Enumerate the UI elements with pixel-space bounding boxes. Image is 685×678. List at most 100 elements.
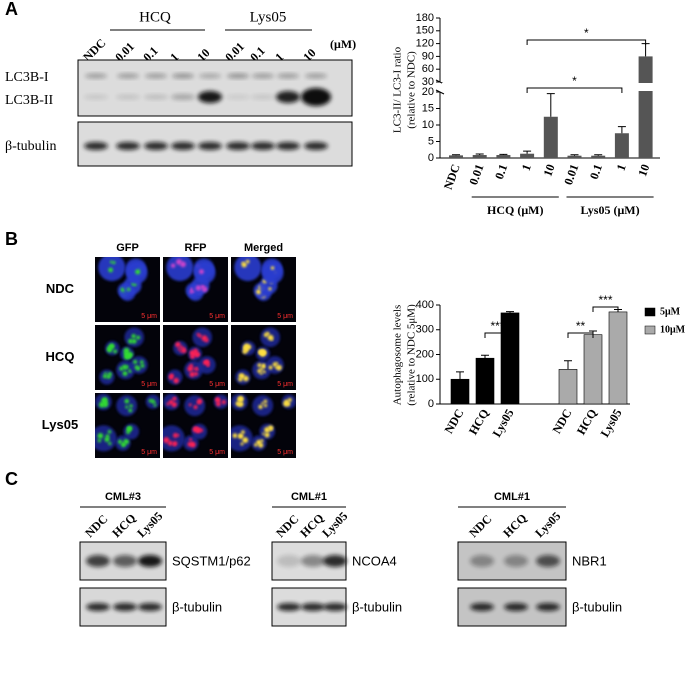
x-tick-label: 0.01 xyxy=(466,162,486,187)
lane-label: Lys05 xyxy=(532,509,563,540)
puncta xyxy=(135,366,141,371)
column-label: RFP xyxy=(185,242,207,254)
puncta xyxy=(125,405,129,409)
puncta xyxy=(173,443,176,446)
puncta xyxy=(257,363,262,368)
blot-band xyxy=(470,603,494,611)
blot-band xyxy=(504,603,528,611)
puncta xyxy=(201,335,208,342)
significance-bracket xyxy=(526,87,623,93)
puncta xyxy=(128,408,133,413)
y-tick-label: 200 xyxy=(416,348,434,360)
bar xyxy=(608,311,628,405)
puncta xyxy=(240,442,244,446)
cell xyxy=(193,261,216,284)
micrograph-content xyxy=(166,257,216,301)
blot-band xyxy=(86,603,110,611)
bar xyxy=(638,56,653,158)
significance-label: *** xyxy=(490,319,504,333)
blot-label: β-tubulin xyxy=(5,139,56,154)
panel-label: A xyxy=(5,0,18,19)
puncta xyxy=(221,399,226,405)
puncta xyxy=(101,397,107,403)
legend-label: 5μM xyxy=(660,306,681,317)
puncta xyxy=(232,433,238,439)
x-tick-label: 0.01 xyxy=(561,162,581,187)
blot-band xyxy=(116,94,140,100)
bar xyxy=(583,334,603,405)
puncta xyxy=(104,372,107,375)
x-tick-label: 0.1 xyxy=(587,162,605,181)
blot-band xyxy=(323,603,347,611)
puncta xyxy=(215,401,221,407)
y-tick-label: 20 xyxy=(422,86,434,98)
puncta xyxy=(263,332,268,338)
break-gap xyxy=(442,83,672,91)
bar xyxy=(591,155,606,158)
y-tick-label: 150 xyxy=(416,25,434,37)
y-tick-label: 5 xyxy=(428,135,434,147)
y-axis-label: Autophagosome levels xyxy=(392,305,404,406)
puncta xyxy=(242,437,249,444)
puncta xyxy=(259,367,264,371)
blot-band xyxy=(171,94,195,100)
blot-band xyxy=(277,555,301,567)
lane-label: HCQ xyxy=(109,511,138,540)
micrograph-content xyxy=(163,393,228,452)
error-bar xyxy=(506,311,514,313)
blot-band xyxy=(145,73,167,79)
puncta xyxy=(104,436,110,442)
puncta xyxy=(193,367,196,371)
puncta xyxy=(260,349,266,355)
error-bar xyxy=(523,150,532,154)
blot-band xyxy=(277,603,301,611)
y-tick-label: 0 xyxy=(428,152,434,164)
puncta xyxy=(177,347,181,351)
unit-label: (μM) xyxy=(330,37,356,51)
lane-label: HCQ xyxy=(500,511,529,540)
error-bar xyxy=(641,43,650,57)
puncta xyxy=(113,349,117,354)
blot-band xyxy=(172,73,194,79)
y-axis-label: (relative to NDC) xyxy=(406,51,418,129)
puncta xyxy=(167,440,173,446)
puncta xyxy=(196,398,203,404)
blot-label: β-tubulin xyxy=(352,599,402,614)
bar xyxy=(449,155,463,158)
blot-band xyxy=(504,555,528,567)
puncta xyxy=(166,402,170,406)
y-tick-label: 30 xyxy=(422,76,434,88)
lane-label: HCQ xyxy=(297,511,326,540)
significance-label: * xyxy=(572,74,577,88)
error-bar xyxy=(452,154,460,156)
puncta xyxy=(124,398,130,404)
puncta xyxy=(102,402,109,408)
puncta xyxy=(258,442,264,448)
puncta xyxy=(268,287,272,291)
puncta xyxy=(188,403,192,407)
blot-band xyxy=(251,94,275,100)
significance-label: * xyxy=(584,26,589,40)
micrograph-content xyxy=(95,393,160,452)
puncta xyxy=(126,430,130,435)
puncta xyxy=(187,442,192,447)
error-bar xyxy=(617,126,626,134)
scale-bar-label: 5 μm xyxy=(209,449,225,456)
x-tick-label: HCQ xyxy=(466,407,492,438)
puncta xyxy=(206,363,210,367)
cell xyxy=(261,261,284,284)
blot-band xyxy=(199,73,221,79)
blot-label: LC3B-I xyxy=(5,70,49,85)
puncta xyxy=(264,432,270,438)
blot-band xyxy=(252,73,274,79)
puncta xyxy=(241,261,245,265)
cell xyxy=(213,394,228,409)
puncta xyxy=(189,438,193,442)
y-axis-label: LC3-II/ LC3-I ratio xyxy=(392,46,404,133)
group-label: CML#1 xyxy=(494,491,530,503)
blot-band xyxy=(536,603,560,611)
x-tick-label: 1 xyxy=(614,162,629,172)
puncta xyxy=(238,377,243,382)
x-tick-label: NDC xyxy=(549,407,574,437)
puncta xyxy=(97,432,104,439)
